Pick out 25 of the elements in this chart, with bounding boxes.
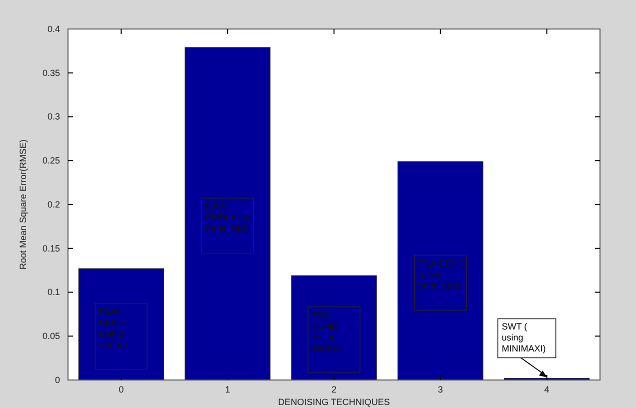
bar (184, 47, 270, 380)
x-tick-label: 1 (225, 384, 230, 394)
annotation: RAW EMD(using Panelized) (206, 201, 250, 234)
y-axis-title: Root Mean Square Error(RMSE) (18, 139, 28, 270)
y-tick-label: 0 (54, 374, 60, 385)
y-tick-label: 0.15 (42, 243, 60, 254)
y-tick-label: 0.2 (47, 199, 60, 210)
x-tick-label: 0 (118, 384, 124, 394)
y-tick-label: 0.4 (47, 24, 60, 34)
y-tick-label: 0.1 (47, 287, 60, 298)
y-tick-label: 0.3 (47, 112, 60, 122)
annotation: SWT ( using MINIMAXI) (502, 322, 546, 354)
annotation: TSA-EEMD (using penalized) (418, 258, 466, 290)
x-axis-title: DENOISING TECHNIQUES (278, 397, 390, 407)
annotation: TSA- EEMD (using donho) (312, 310, 340, 353)
bar (78, 268, 164, 380)
bar (398, 161, 484, 380)
bar (291, 275, 377, 380)
y-tick-label: 0.35 (42, 68, 60, 78)
x-tick-label: 4 (544, 384, 550, 394)
annotation: RAW- EEMD (using donho) (99, 306, 128, 350)
x-tick-label: 2 (331, 384, 337, 394)
y-tick-label: 0.05 (42, 331, 60, 342)
y-tick-label: 0.25 (42, 156, 60, 166)
x-tick-label: 3 (438, 384, 443, 394)
